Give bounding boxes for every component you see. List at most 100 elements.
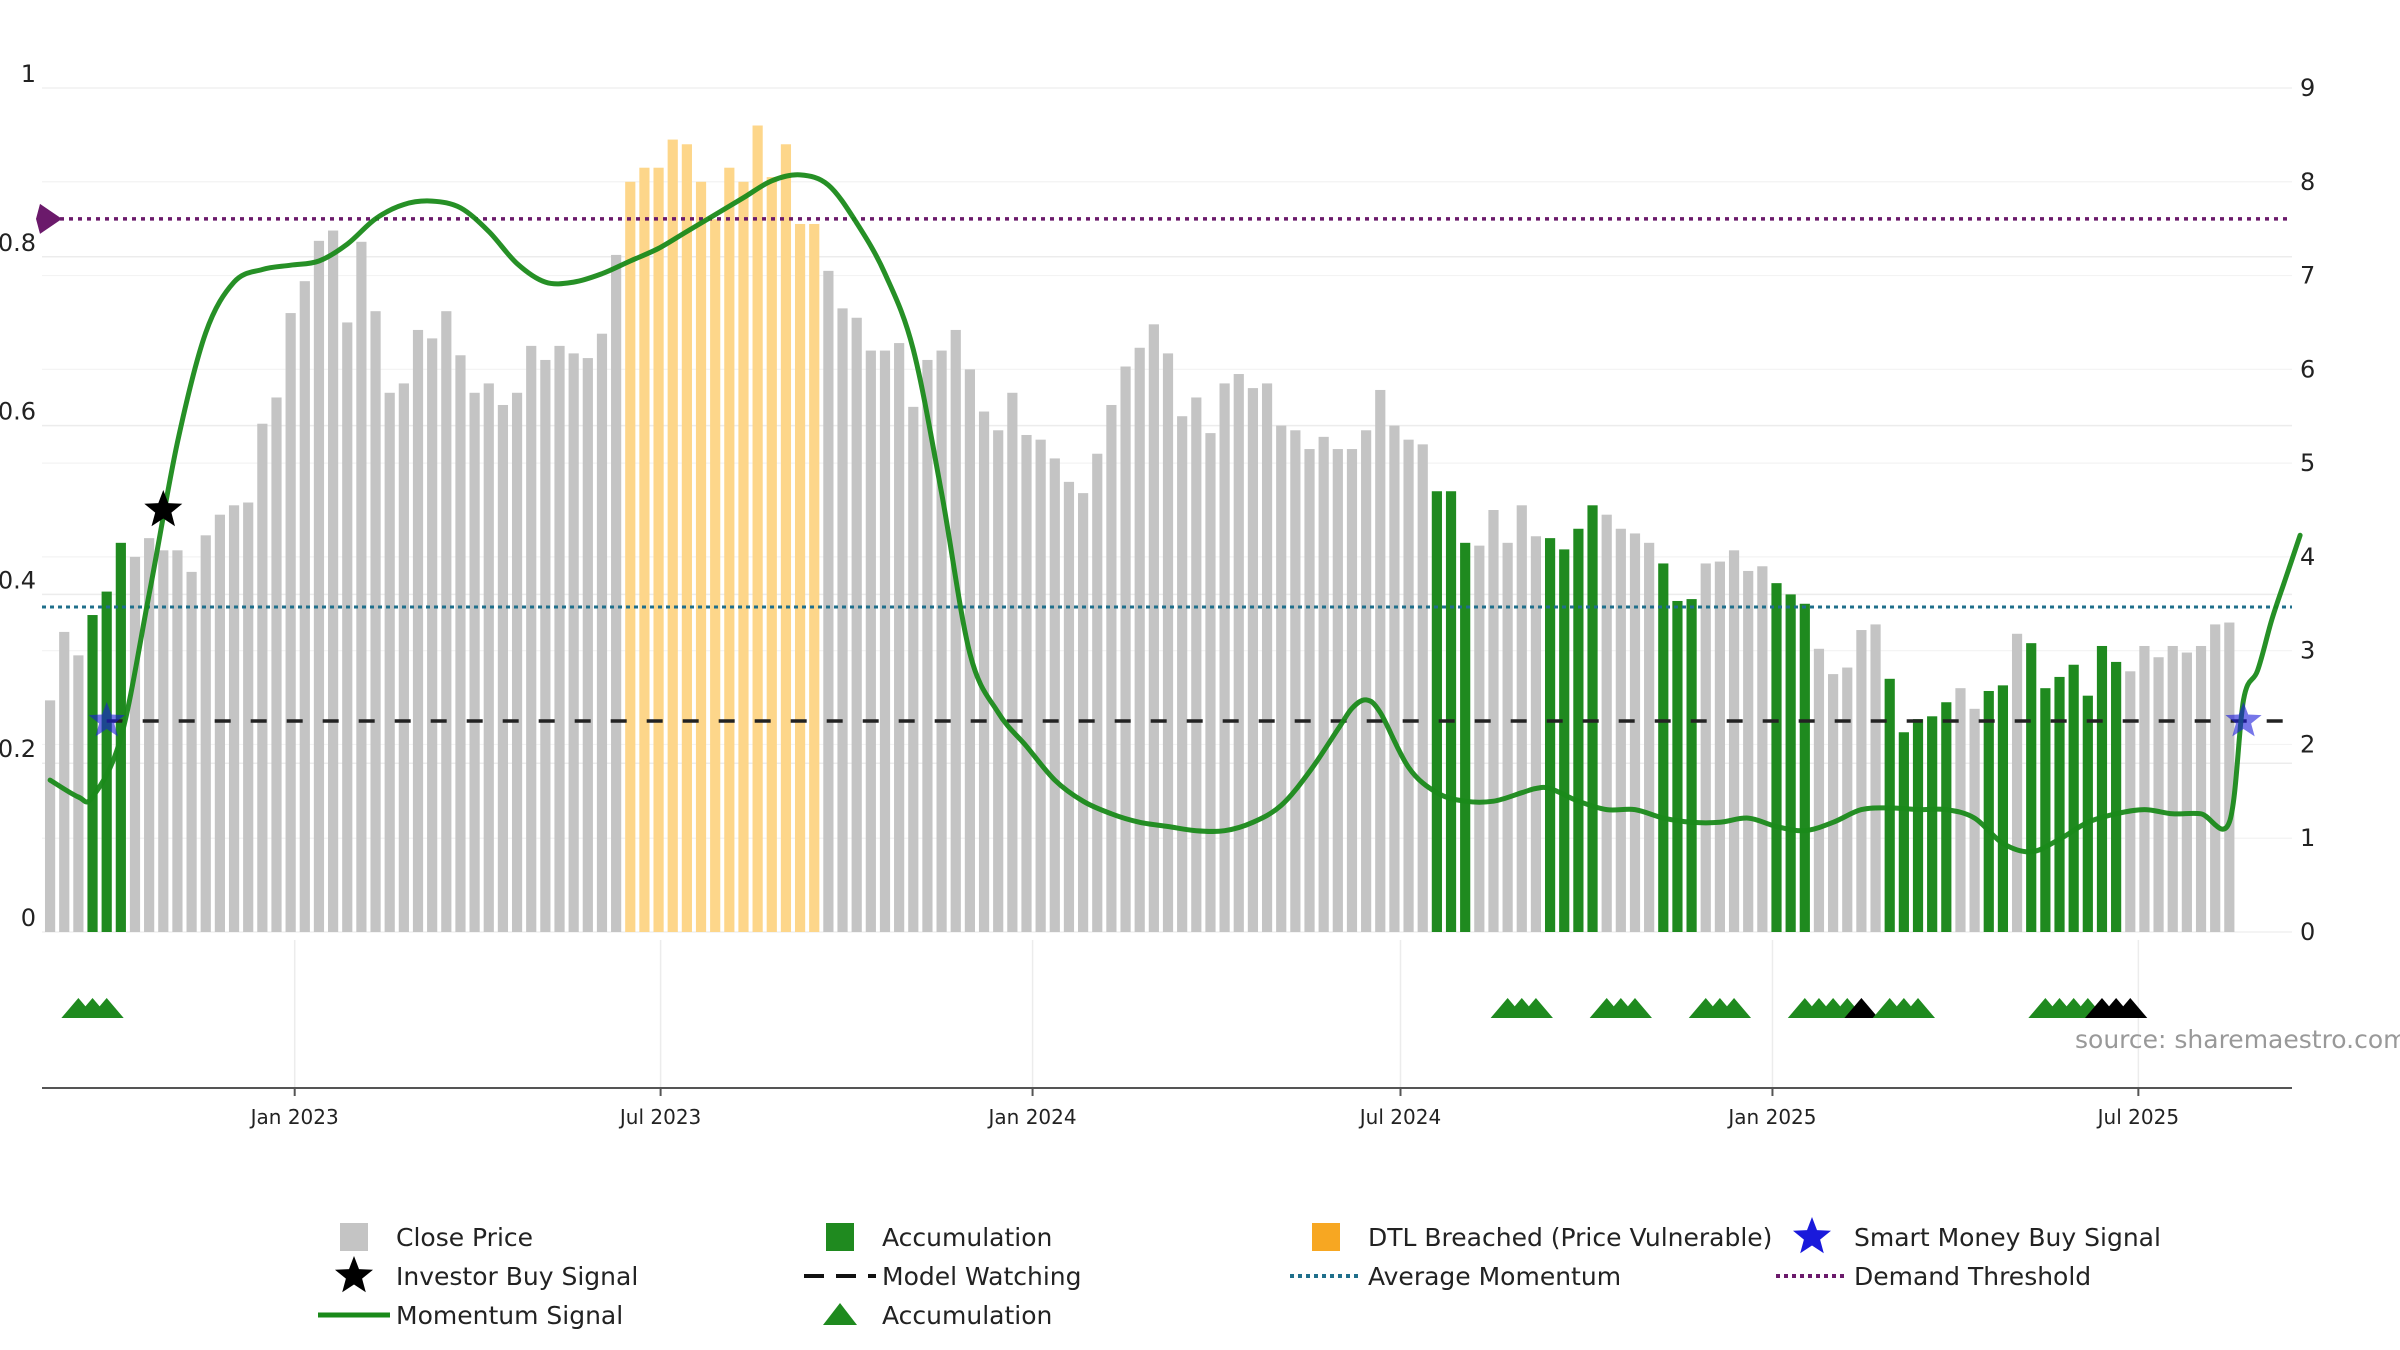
close-price-bar <box>1219 383 1230 932</box>
close-price-bar <box>568 353 579 932</box>
close-price-bar <box>611 254 622 932</box>
accumulation-triangle <box>1844 998 1879 1018</box>
close-price-bar <box>1120 366 1131 932</box>
dtl-breached-bar <box>752 125 763 932</box>
close-price-bar <box>851 317 862 932</box>
dtl-breached-bar <box>667 139 678 933</box>
legend-label: Investor Buy Signal <box>396 1262 638 1291</box>
close-price-bar <box>172 550 183 932</box>
close-price-bar <box>1233 374 1244 932</box>
close-price-bar <box>186 571 197 932</box>
right-axis-tick-label: 4 <box>2300 543 2315 571</box>
investor-buy-star <box>144 490 183 527</box>
close-price-bar <box>1247 388 1259 933</box>
close-price-bar <box>540 359 551 932</box>
close-price-bar <box>271 397 282 932</box>
close-price-bar <box>922 359 933 932</box>
close-price-bar <box>427 338 438 932</box>
legend-item: Model Watching <box>804 1262 1082 1291</box>
accumulation-bar <box>2040 688 2051 932</box>
close-price-bar <box>200 535 211 932</box>
close-price-bar <box>1106 404 1117 933</box>
close-price-bar <box>469 392 480 932</box>
green-triangle-icon <box>823 1303 857 1325</box>
dtl-breached-bar <box>780 144 792 932</box>
close-price-bar <box>1346 449 1358 932</box>
close-price-bar <box>2167 645 2178 932</box>
close-price-bar <box>1290 430 1301 932</box>
close-price-bar <box>1191 397 1202 932</box>
accumulation-bar <box>1997 685 2009 932</box>
close-price-bar <box>1332 449 1343 932</box>
close-price-bar <box>823 270 834 932</box>
legend-item: Investor Buy Signal <box>335 1256 638 1293</box>
orange-square-icon <box>1312 1223 1340 1251</box>
x-axis-tick-label: Jul 2025 <box>2096 1105 2179 1129</box>
dtl-breached-bar <box>766 177 777 933</box>
signal-markers <box>88 490 2262 737</box>
close-price-bar <box>2195 645 2207 932</box>
accumulation-triangle <box>1518 998 1553 1018</box>
dtl-breached-bar <box>625 181 636 932</box>
black-star-icon <box>335 1256 373 1293</box>
accumulation-bar <box>2054 676 2065 932</box>
close-price-bar <box>483 383 494 932</box>
dtl-breached-bar <box>653 167 664 932</box>
close-price-bar <box>1035 439 1046 932</box>
accumulation-bar <box>1544 538 1556 932</box>
close-price-bar <box>59 631 70 932</box>
accumulation-bar <box>1785 594 1796 932</box>
left-axis-tick-label: 0.2 <box>0 735 36 763</box>
close-price-bar <box>2210 624 2221 932</box>
close-price-bar <box>1474 545 1485 932</box>
close-price-bar <box>129 556 141 932</box>
x-axis-tick-label: Jul 2023 <box>618 1105 701 1129</box>
right-axis-tick-label: 2 <box>2300 730 2315 758</box>
right-axis-tick-label: 8 <box>2300 168 2315 196</box>
close-price-bar <box>1417 444 1428 932</box>
x-axis-tick-label: Jan 2024 <box>987 1105 1077 1129</box>
legend-item: Accumulation <box>826 1223 1052 1252</box>
close-price-bar <box>356 241 367 933</box>
price-bars <box>44 125 2235 933</box>
accumulation-bar <box>1460 542 1471 932</box>
close-price-bar <box>1813 648 1825 932</box>
accumulation-triangle-row <box>61 998 2148 1018</box>
close-price-bar <box>1134 347 1145 933</box>
close-price-bar <box>2125 671 2136 932</box>
close-price-bar <box>384 392 395 932</box>
close-price-bar <box>257 423 268 932</box>
close-price-bar <box>497 404 509 933</box>
close-price-bar <box>554 345 565 932</box>
accumulation-bar <box>1927 716 1938 932</box>
legend-label: Demand Threshold <box>1854 1262 2091 1291</box>
close-price-bar <box>1078 493 1089 932</box>
legend-item: Demand Threshold <box>1776 1262 2091 1291</box>
close-price-bar <box>950 329 961 932</box>
close-price-bar <box>1007 392 1018 932</box>
legend-item: Close Price <box>340 1223 533 1252</box>
axes: 0 0.2 0.4 0.6 0.8 1 0 1 2 3 4 5 6 7 8 9 Jan 2023 Jul 2023… <box>0 60 2315 1129</box>
source-label: source: sharemaestro.com <box>2075 1025 2400 1054</box>
close-price-bar <box>1063 481 1075 932</box>
accumulation-triangle <box>1901 998 1936 1018</box>
close-price-bar <box>908 406 919 932</box>
accumulation-bar <box>1912 719 1924 932</box>
legend-label: Average Momentum <box>1368 1262 1621 1291</box>
close-price-bar <box>1502 542 1513 932</box>
dtl-breached-bar <box>695 181 707 932</box>
legend-label: Accumulation <box>882 1223 1052 1252</box>
close-price-bar <box>2181 652 2192 932</box>
close-price-bar <box>1714 561 1725 932</box>
legend: Close Price Accumulation DTL Breached (Pri… <box>318 1217 2161 1330</box>
dtl-breached-bar <box>724 167 735 932</box>
accumulation-bar <box>1445 491 1457 932</box>
accumulation-bar <box>2068 664 2079 932</box>
close-price-bar <box>1177 416 1188 932</box>
close-price-bar <box>1828 674 1839 932</box>
smart-money-buy-star <box>2225 702 2262 737</box>
close-price-bar <box>1842 667 1853 932</box>
left-axis-tick-label: 0 <box>21 904 36 932</box>
close-price-bar <box>1375 389 1386 932</box>
accumulation-bar <box>2026 643 2037 932</box>
